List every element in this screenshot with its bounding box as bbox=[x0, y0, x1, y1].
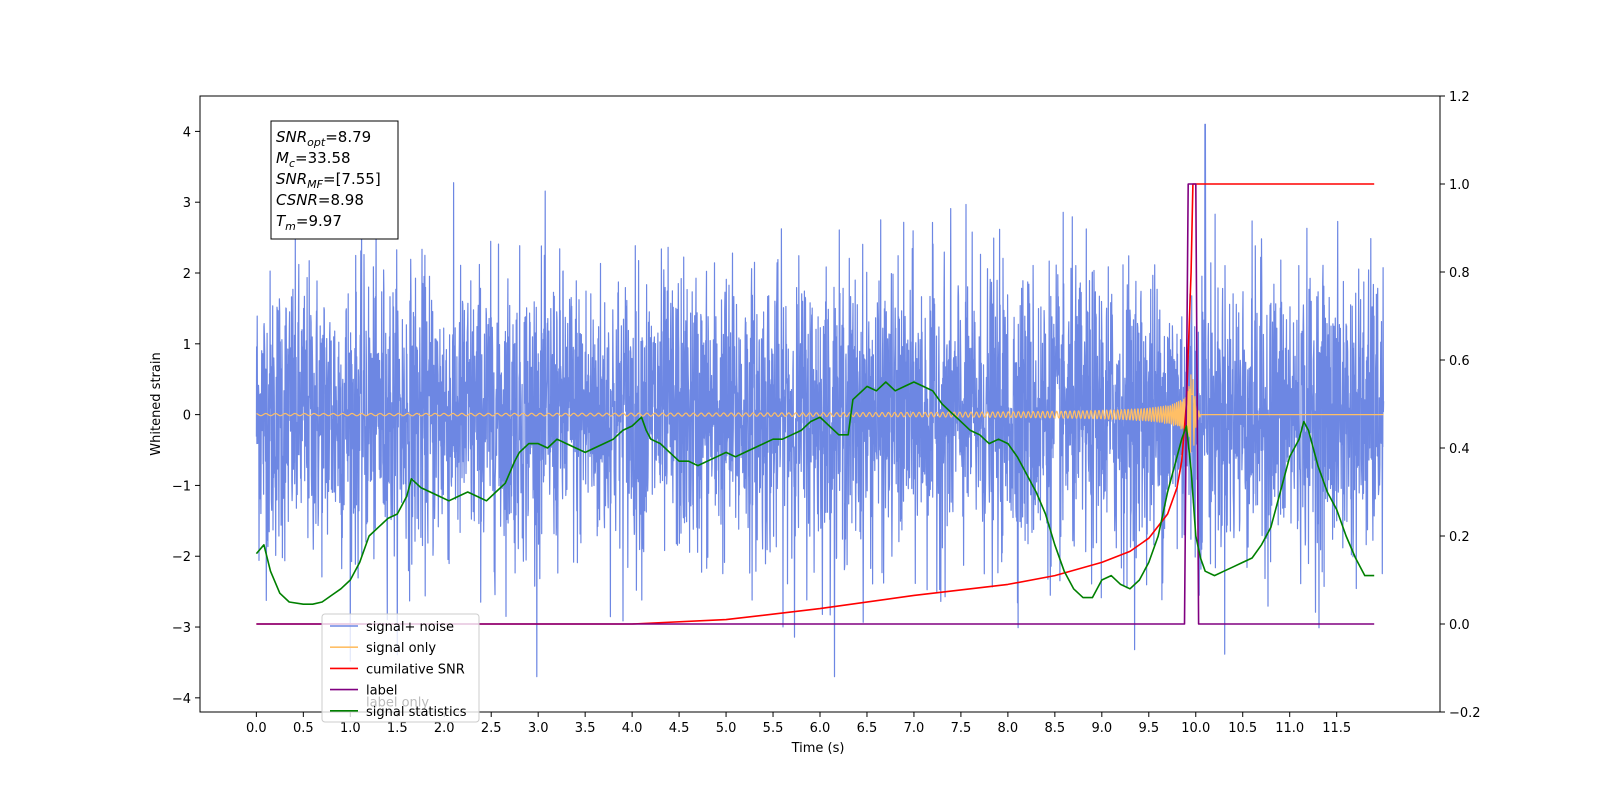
y2-tick-label: 0.4 bbox=[1449, 442, 1470, 457]
annotation-symbol: M bbox=[276, 149, 289, 167]
x-tick-label: 6.0 bbox=[810, 721, 831, 736]
legend-label: signal statistics bbox=[366, 705, 467, 720]
legend-label-ghost: label only bbox=[366, 696, 429, 711]
y2-tick-label: 0.8 bbox=[1449, 266, 1470, 281]
y2-tick-label: 1.0 bbox=[1449, 178, 1470, 193]
y-tick-label: 2 bbox=[183, 267, 191, 282]
stats-annotation-box: SNRopt=8.79Mc=33.58SNRMF=[7.55]CSNR=8.98… bbox=[270, 120, 399, 240]
x-tick-label: 4.0 bbox=[622, 721, 643, 736]
annotation-line: CSNR=8.98 bbox=[276, 191, 364, 209]
legend-label: signal only bbox=[366, 641, 436, 656]
annotation-subscript: opt bbox=[307, 136, 326, 149]
x-axis-label: Time (s) bbox=[791, 741, 845, 756]
annotation-line: Tm=9.97 bbox=[276, 212, 342, 233]
y-tick-label: 0 bbox=[183, 409, 191, 424]
x-tick-label: 9.5 bbox=[1138, 721, 1159, 736]
x-tick-label: 0.0 bbox=[246, 721, 267, 736]
y-tick-label: −1 bbox=[172, 479, 191, 494]
annotation-subscript: MF bbox=[307, 178, 323, 191]
series-layer bbox=[255, 123, 1385, 678]
x-tick-label: 11.5 bbox=[1322, 721, 1351, 736]
x-tick-label: 2.5 bbox=[481, 721, 502, 736]
legend-frame bbox=[321, 613, 480, 723]
annotation-value: =8.79 bbox=[325, 128, 371, 146]
legend-label: label bbox=[366, 684, 397, 699]
legend-label: signal+ noise bbox=[366, 620, 454, 635]
x-tick-label: 0.5 bbox=[293, 721, 314, 736]
y-tick-label: 3 bbox=[183, 196, 191, 211]
x-tick-label: 8.0 bbox=[998, 721, 1019, 736]
series-signal-statistics bbox=[255, 381, 1375, 606]
annotation-subscript: m bbox=[285, 220, 296, 233]
x-tick-label: 5.5 bbox=[763, 721, 784, 736]
annotation-subscript: c bbox=[289, 157, 295, 170]
x-tick-label: 7.5 bbox=[951, 721, 972, 736]
x-tick-label: 11.0 bbox=[1275, 721, 1304, 736]
x-tick-label: 8.5 bbox=[1045, 721, 1066, 736]
annotation-frame bbox=[270, 120, 399, 240]
annotation-value: =[7.55] bbox=[323, 170, 381, 188]
x-tick-label: 2.0 bbox=[434, 721, 455, 736]
annotation-symbol: SNR bbox=[276, 128, 307, 146]
legend-label: cumilative SNR bbox=[366, 662, 465, 677]
x-tick-label: 7.0 bbox=[904, 721, 925, 736]
y-tick-label: 4 bbox=[183, 125, 191, 140]
x-tick-label: 3.5 bbox=[575, 721, 596, 736]
series-label bbox=[256, 183, 1375, 625]
annotation-line: SNRopt=8.79 bbox=[276, 128, 371, 149]
x-tick-label: 9.0 bbox=[1091, 721, 1112, 736]
y2-tick-label: 0.0 bbox=[1449, 618, 1470, 633]
annotation-line: Mc=33.58 bbox=[276, 149, 351, 170]
y-tick-label: −3 bbox=[172, 621, 191, 636]
annotation-value: =9.97 bbox=[296, 212, 342, 230]
x-tick-label: 1.0 bbox=[340, 721, 361, 736]
x-tick-label: 3.0 bbox=[528, 721, 549, 736]
x-axis: 0.0 0.5 1.0 1.5 2.0 2.5 3.0 3.5 4.0 4.5 5.0 5.5 6.0 6… bbox=[246, 712, 1351, 736]
x-tick-label: 10.5 bbox=[1228, 721, 1257, 736]
x-tick-label: 1.5 bbox=[387, 721, 408, 736]
x-tick-label: 4.5 bbox=[669, 721, 690, 736]
annotation-symbol: SNR bbox=[276, 170, 307, 188]
y-tick-label: −2 bbox=[172, 550, 191, 565]
y-axis-left: 4 3 2 1 0 −1 −2 −3 −4 bbox=[172, 125, 200, 707]
y2-tick-label: 1.2 bbox=[1449, 90, 1470, 105]
annotation-symbol: T bbox=[276, 212, 287, 230]
x-tick-label: 10.0 bbox=[1181, 721, 1210, 736]
annotation-value: =33.58 bbox=[295, 149, 351, 167]
annotation-line: SNRMF=[7.55] bbox=[276, 170, 381, 191]
annotation-symbol: CSNR bbox=[276, 191, 318, 209]
series-cumilative-snr bbox=[256, 183, 1375, 625]
y2-tick-label: 0.6 bbox=[1449, 354, 1470, 369]
annotation-value: =8.98 bbox=[318, 191, 364, 209]
x-tick-label: 5.0 bbox=[716, 721, 737, 736]
y2-tick-label: −0.2 bbox=[1449, 706, 1481, 721]
x-tick-label: 6.5 bbox=[857, 721, 878, 736]
legend: signal+ noise signal only cumilative SNR la… bbox=[321, 613, 480, 723]
y-axis-right: 1.2 1.0 0.8 0.6 0.4 0.2 0.0 −0.2 bbox=[1440, 90, 1481, 721]
y2-tick-label: 0.2 bbox=[1449, 530, 1470, 545]
y-tick-label: 1 bbox=[183, 338, 191, 353]
y-axis-label: Whitened strain bbox=[149, 352, 164, 455]
y-tick-label: −4 bbox=[172, 692, 191, 707]
